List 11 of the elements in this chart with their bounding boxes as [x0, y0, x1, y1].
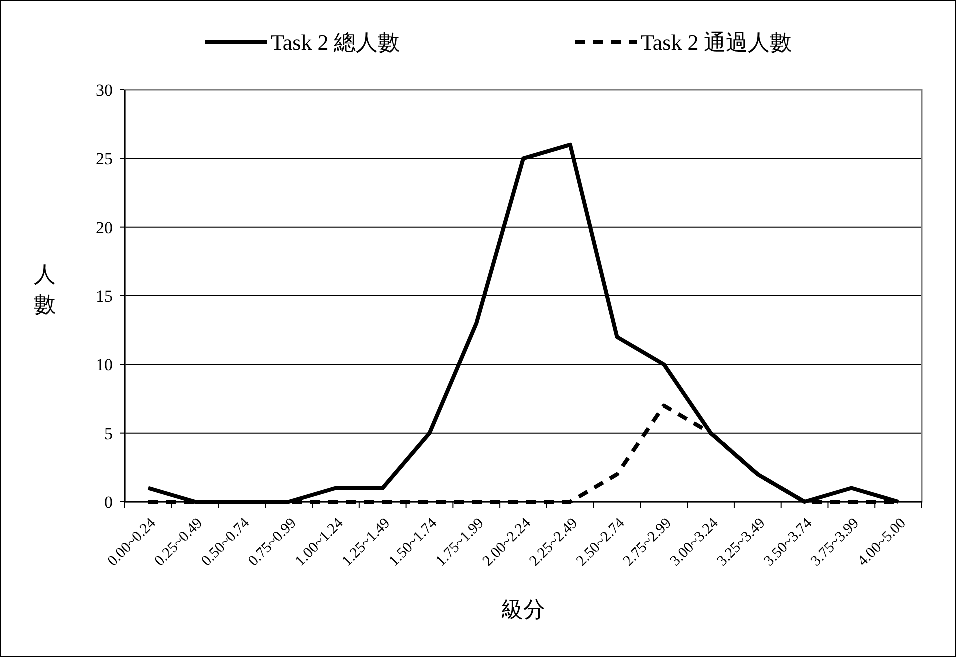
- y-tick-label: 15: [96, 287, 113, 306]
- y-tick-label: 0: [104, 493, 113, 512]
- y-tick-label: 20: [96, 218, 113, 238]
- legend-label: Task 2 通過人數: [641, 30, 792, 55]
- y-axis-title: 人數: [34, 262, 56, 317]
- y-tick-label: 10: [96, 356, 113, 375]
- y-tick-label: 25: [96, 150, 113, 169]
- x-axis-title: 級分: [502, 597, 546, 622]
- y-tick-label: 30: [96, 81, 113, 100]
- y-tick-label: 5: [104, 424, 113, 444]
- legend-label: Task 2 總人數: [271, 30, 400, 55]
